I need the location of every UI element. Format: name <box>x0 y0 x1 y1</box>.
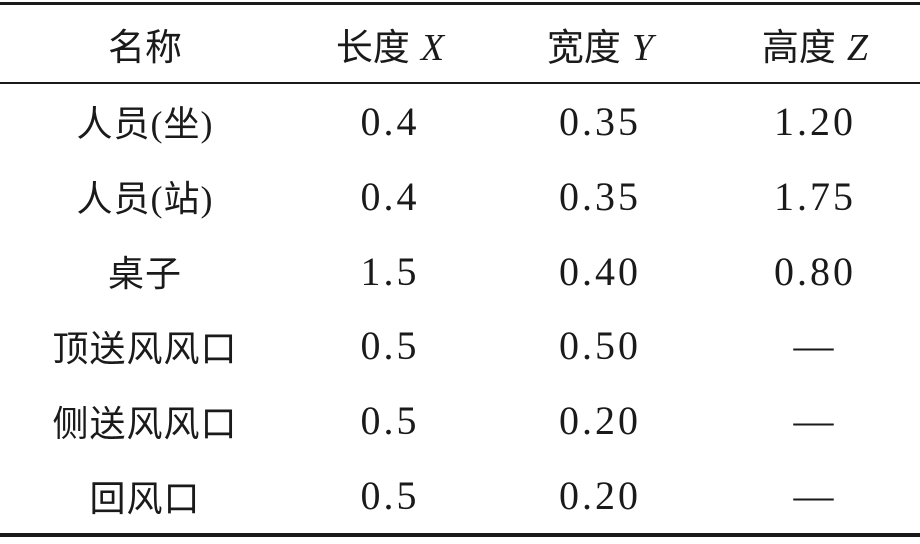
table-row: 人员(坐) 0.4 0.35 1.20 <box>0 84 920 159</box>
cell-height: 1.20 <box>774 98 856 144</box>
table-header-row: 名称 长度 X 宽度 Y 高度 Z <box>0 5 920 82</box>
table-bottom-rule <box>0 533 920 537</box>
cell-width: 0.35 <box>559 173 641 219</box>
cell-width: 0.40 <box>559 248 641 294</box>
cell-length: 0.5 <box>360 473 420 519</box>
cell-length: 1.5 <box>360 248 420 294</box>
table-row: 侧送风风口 0.5 0.20 — <box>0 383 920 458</box>
header-label: 宽度 <box>546 27 621 69</box>
header-cell-height: 高度 Z <box>710 17 920 71</box>
header-variable: X <box>420 26 445 69</box>
cell-length: 0.5 <box>360 398 420 444</box>
cell-name: 回风口 <box>89 478 201 519</box>
cell-length: 0.4 <box>360 173 420 219</box>
cell-name: 人员(站) <box>76 179 214 220</box>
cell-name: 顶送风风口 <box>52 328 238 369</box>
header-cell-width: 宽度 Y <box>490 17 710 71</box>
cell-height: — <box>793 398 837 444</box>
header-label: 名称 <box>108 27 182 69</box>
header-cell-name: 名称 <box>0 17 290 71</box>
cell-height: 0.80 <box>774 248 856 294</box>
table-row: 顶送风风口 0.5 0.50 — <box>0 308 920 383</box>
header-label: 长度 <box>335 27 410 69</box>
cell-name: 人员(坐) <box>76 104 214 145</box>
cell-length: 0.5 <box>360 323 420 369</box>
table-top-rule <box>0 2 920 5</box>
header-variable: Z <box>846 26 869 69</box>
header-separator-rule <box>0 82 920 84</box>
table-row: 桌子 1.5 0.40 0.80 <box>0 234 920 309</box>
header-label: 高度 <box>761 27 836 69</box>
cell-height: — <box>793 323 837 369</box>
header-variable: Y <box>631 26 654 69</box>
table-row: 人员(站) 0.4 0.35 1.75 <box>0 159 920 234</box>
cell-height: — <box>793 473 837 519</box>
cell-height: 1.75 <box>774 173 856 219</box>
table-body: 人员(坐) 0.4 0.35 1.20 人员(站) 0.4 0.35 1.75 … <box>0 84 920 533</box>
cell-name: 侧送风风口 <box>52 403 238 444</box>
cell-name: 桌子 <box>107 254 182 295</box>
cell-length: 0.4 <box>360 98 420 144</box>
cell-width: 0.20 <box>559 398 641 444</box>
cell-width: 0.20 <box>559 473 641 519</box>
cell-width: 0.35 <box>559 98 641 144</box>
header-cell-length: 长度 X <box>290 17 490 71</box>
table-row: 回风口 0.5 0.20 — <box>0 458 920 533</box>
cell-width: 0.50 <box>559 323 641 369</box>
